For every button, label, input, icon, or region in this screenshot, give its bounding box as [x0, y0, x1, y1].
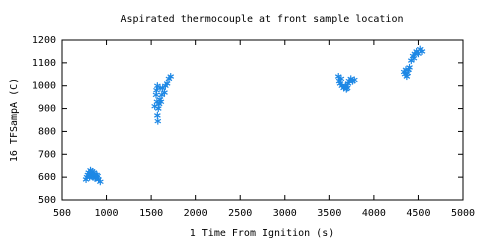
point-stroke [161, 90, 168, 95]
y-tick-label: 600 [38, 172, 56, 183]
point [154, 117, 162, 125]
y-tick-label: 1100 [32, 58, 56, 69]
point [167, 73, 175, 81]
x-tick-label: 2500 [228, 208, 252, 219]
point-stroke [406, 65, 413, 70]
point-stroke [156, 85, 164, 91]
point [156, 84, 164, 92]
point [337, 75, 345, 83]
point-stroke [96, 179, 104, 184]
point-stroke [90, 170, 98, 175]
point-stroke [83, 174, 91, 180]
point-stroke [154, 106, 162, 111]
point [90, 169, 98, 177]
x-tick-label: 1500 [139, 208, 163, 219]
point-stroke [404, 70, 412, 76]
point-stroke [87, 168, 94, 173]
point-stroke [94, 173, 101, 179]
plot-frame [61, 39, 464, 201]
point-stroke [154, 113, 161, 118]
x-tick-label: 3000 [273, 208, 297, 219]
point-stroke [152, 92, 160, 98]
point-stroke [350, 77, 358, 83]
point-stroke [337, 76, 345, 82]
y-tick-label: 700 [38, 149, 56, 160]
point [96, 178, 104, 186]
x-tick-label: 4500 [406, 208, 430, 219]
y-tick-label: 500 [38, 195, 56, 206]
point [334, 73, 342, 81]
point-stroke [154, 83, 161, 88]
point [342, 85, 350, 93]
point-stroke [158, 92, 166, 98]
point-stroke [159, 85, 167, 91]
point-stroke [157, 99, 165, 104]
point [83, 173, 91, 181]
point [154, 82, 161, 90]
y-tick-label: 800 [38, 126, 56, 137]
point-stroke [403, 74, 411, 79]
x-tick-label: 1000 [95, 208, 119, 219]
point-stroke [154, 118, 162, 124]
point-stroke [342, 86, 350, 92]
point [158, 91, 166, 99]
point-stroke [410, 56, 418, 61]
y-tick-label: 1200 [32, 35, 56, 46]
point [410, 54, 418, 62]
point-stroke [418, 49, 426, 54]
x-axis-label: 1 Time From Ignition (s) [190, 228, 335, 239]
y-tick-label: 1000 [32, 81, 56, 92]
x-tick-label: 500 [53, 208, 71, 219]
point [406, 63, 413, 71]
point-stroke [334, 74, 342, 79]
point-stroke [167, 74, 175, 79]
point [418, 47, 426, 55]
x-tick-label: 3500 [317, 208, 341, 219]
y-axis-label: 16 TFSampA (C) [9, 78, 20, 162]
point [157, 98, 165, 106]
point [161, 89, 168, 97]
y-tick-label: 900 [38, 104, 56, 115]
point [350, 76, 358, 84]
x-tick-label: 5000 [451, 208, 475, 219]
point [154, 105, 162, 113]
x-tick-label: 2000 [184, 208, 208, 219]
x-tick-label: 4000 [362, 208, 386, 219]
chart-title: Aspirated thermocouple at front sample l… [121, 14, 404, 25]
